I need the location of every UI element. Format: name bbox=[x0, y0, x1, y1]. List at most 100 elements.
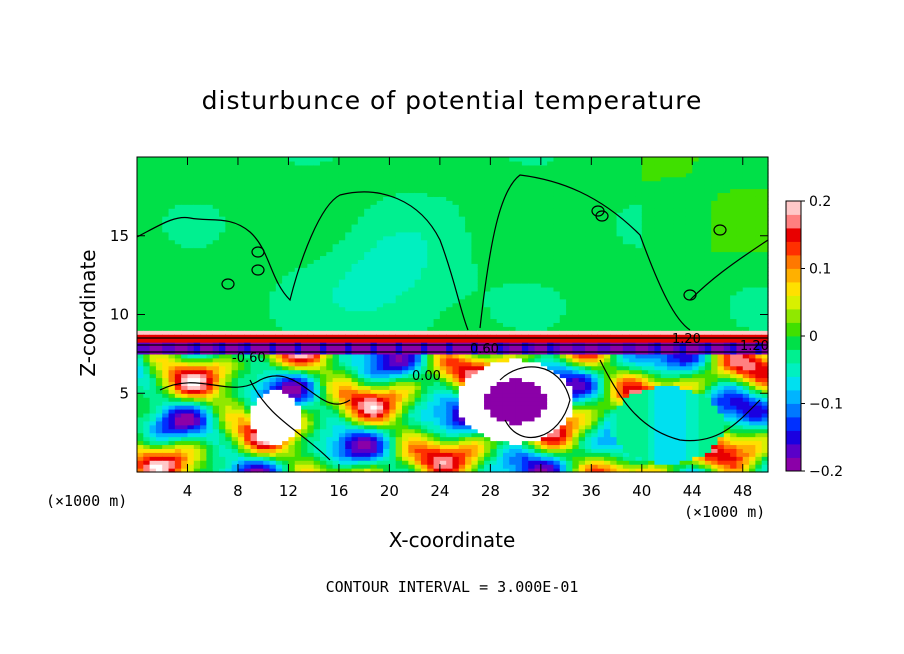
heatmap-cell bbox=[155, 279, 163, 284]
heatmap-cell bbox=[326, 424, 334, 430]
heatmap-cell bbox=[155, 216, 163, 221]
heatmap-cell bbox=[471, 283, 479, 288]
heatmap-cell bbox=[515, 306, 523, 312]
heatmap-cell bbox=[294, 172, 302, 178]
heatmap-cell bbox=[162, 204, 170, 209]
heatmap-cell bbox=[237, 247, 245, 253]
heatmap-cell bbox=[187, 357, 195, 363]
heatmap-cell bbox=[326, 290, 334, 296]
heatmap-cell bbox=[420, 306, 428, 312]
heatmap-cell bbox=[149, 310, 157, 316]
heatmap-cell bbox=[502, 286, 510, 292]
heatmap-cell bbox=[313, 298, 321, 304]
heatmap-cell bbox=[275, 448, 283, 453]
heatmap-cell bbox=[168, 216, 176, 221]
heatmap-cell bbox=[370, 342, 378, 347]
heatmap-cell bbox=[307, 346, 315, 351]
heatmap-cell bbox=[484, 275, 491, 280]
heatmap-cell bbox=[181, 184, 189, 190]
heatmap-cell bbox=[231, 227, 239, 233]
heatmap-cell bbox=[452, 168, 460, 174]
heatmap-cell bbox=[338, 330, 346, 335]
heatmap-cell bbox=[395, 377, 403, 383]
heatmap-cell bbox=[212, 444, 220, 449]
heatmap-cell bbox=[269, 468, 277, 473]
heatmap-cell bbox=[484, 401, 491, 406]
heatmap-cell bbox=[263, 318, 271, 323]
heatmap-cell bbox=[301, 322, 308, 327]
heatmap-cell bbox=[427, 227, 435, 233]
heatmap-cell bbox=[237, 468, 245, 473]
heatmap-cell bbox=[212, 377, 220, 383]
heatmap-cell bbox=[420, 271, 428, 276]
heatmap-cell bbox=[496, 338, 504, 343]
heatmap-cell bbox=[383, 428, 390, 434]
heatmap-cell bbox=[420, 263, 428, 268]
heatmap-cell bbox=[452, 440, 460, 446]
heatmap-cell bbox=[420, 373, 428, 379]
heatmap-cell bbox=[332, 401, 340, 406]
heatmap-cell bbox=[490, 243, 498, 249]
heatmap-cell bbox=[187, 263, 195, 268]
heatmap-cell bbox=[509, 298, 517, 304]
heatmap-cell bbox=[301, 334, 308, 339]
heatmap-cell bbox=[187, 184, 195, 190]
heatmap-cell bbox=[452, 460, 460, 465]
heatmap-cell bbox=[452, 223, 460, 229]
heatmap-cell bbox=[370, 397, 378, 402]
heatmap-cell bbox=[383, 416, 390, 422]
heatmap-cell bbox=[345, 365, 353, 371]
heatmap-cell bbox=[364, 290, 372, 296]
heatmap-cell bbox=[162, 188, 170, 194]
heatmap-cell bbox=[288, 243, 296, 249]
heatmap-cell bbox=[338, 322, 346, 327]
heatmap-cell bbox=[427, 346, 435, 351]
heatmap-cell bbox=[275, 416, 283, 422]
heatmap-cell bbox=[174, 200, 182, 205]
heatmap-cell bbox=[389, 420, 397, 426]
heatmap-cell bbox=[414, 464, 422, 469]
heatmap-cell bbox=[143, 361, 151, 367]
heatmap-cell bbox=[383, 286, 390, 292]
heatmap-cell bbox=[244, 271, 252, 276]
heatmap-cell bbox=[395, 452, 403, 457]
heatmap-cell bbox=[509, 160, 517, 166]
heatmap-cell bbox=[433, 357, 441, 363]
heatmap-cell bbox=[225, 251, 233, 257]
heatmap-cell bbox=[402, 298, 409, 304]
heatmap-cell bbox=[256, 397, 264, 402]
heatmap-cell bbox=[452, 385, 460, 390]
heatmap-cell bbox=[351, 243, 359, 249]
heatmap-cell bbox=[143, 243, 151, 249]
heatmap-cell bbox=[484, 160, 491, 166]
heatmap-cell bbox=[439, 168, 447, 174]
heatmap-cell bbox=[521, 302, 529, 308]
heatmap-cell bbox=[395, 160, 403, 166]
heatmap-cell bbox=[181, 283, 189, 288]
heatmap-cell bbox=[275, 385, 283, 390]
heatmap-cell bbox=[338, 164, 346, 170]
heatmap-cell bbox=[263, 259, 271, 264]
heatmap-cell bbox=[263, 302, 271, 308]
heatmap-cell bbox=[496, 204, 504, 209]
heatmap-cell bbox=[206, 204, 214, 209]
heatmap-cell bbox=[301, 373, 308, 379]
heatmap-cell bbox=[338, 326, 346, 331]
heatmap-cell bbox=[496, 168, 504, 174]
heatmap-cell bbox=[155, 318, 163, 323]
heatmap-cell bbox=[408, 298, 416, 304]
heatmap-cell bbox=[206, 385, 214, 390]
heatmap-cell bbox=[319, 286, 327, 292]
heatmap-cell bbox=[351, 168, 359, 174]
heatmap-cell bbox=[376, 314, 384, 320]
heatmap-cell bbox=[244, 424, 252, 430]
heatmap-cell bbox=[149, 172, 157, 178]
heatmap-cell bbox=[521, 157, 529, 162]
heatmap-cell bbox=[269, 326, 277, 331]
heatmap-cell bbox=[357, 290, 365, 296]
heatmap-cell bbox=[357, 342, 365, 347]
heatmap-cell bbox=[496, 220, 504, 225]
heatmap-cell bbox=[414, 424, 422, 430]
heatmap-cell bbox=[256, 322, 264, 327]
heatmap-cell bbox=[351, 306, 359, 312]
